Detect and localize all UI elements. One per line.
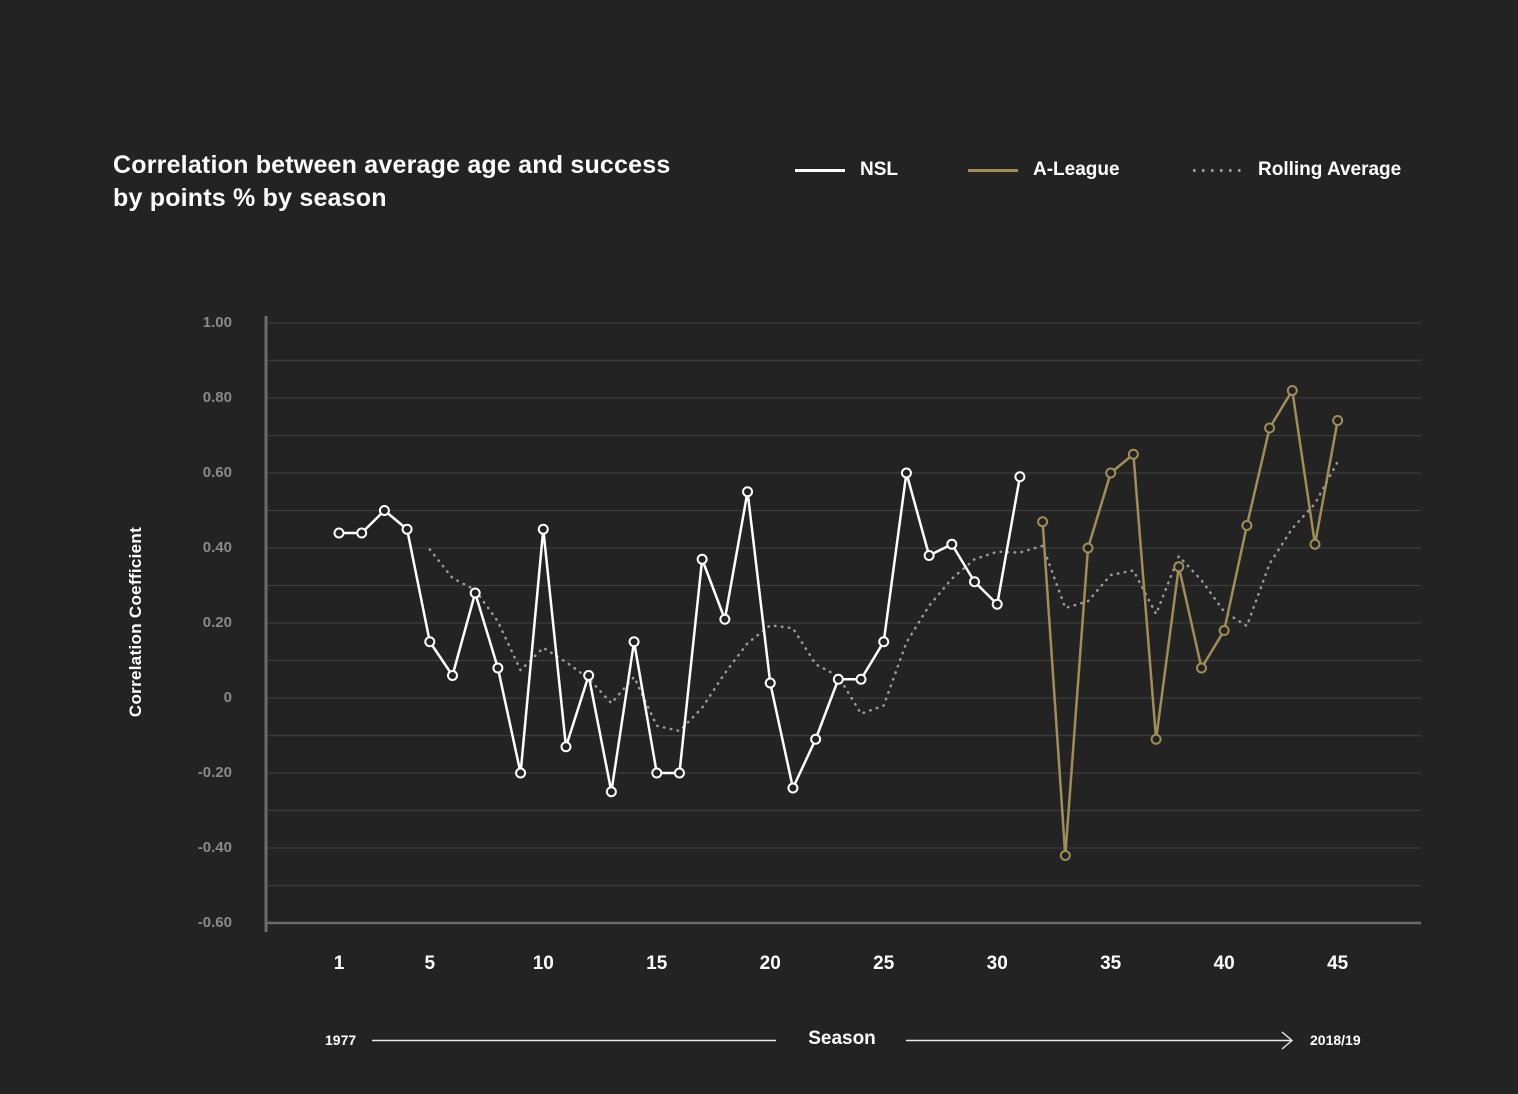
nsl-point: [583, 670, 595, 681]
rolling-average-line: [428, 460, 1339, 733]
x-axis-era-end-label: 2018/19: [1310, 1032, 1361, 1048]
chart-title-line2: by points % by season: [113, 184, 387, 212]
nsl-point: [810, 733, 822, 745]
nsl-point: [1014, 471, 1026, 483]
nsl-point: [401, 523, 413, 535]
nsl-point: [469, 587, 481, 599]
y-tick-label: 1.00: [202, 314, 232, 331]
x-tick-label: 45: [1327, 953, 1349, 974]
legend-label-a-league: A-League: [1033, 159, 1120, 180]
chart-title-line1: Correlation between average age and succ…: [113, 151, 671, 179]
a-league-point: [1195, 662, 1207, 674]
x-tick-label: 15: [646, 953, 668, 974]
nsl-point: [424, 636, 436, 648]
a-league-point: [1309, 538, 1321, 550]
x-axis-era-start-label: 1977: [325, 1032, 357, 1048]
nsl-line: [339, 471, 1022, 793]
a-league-point: [1173, 561, 1185, 573]
x-tick-label: 10: [532, 953, 554, 974]
nsl-point: [356, 527, 368, 539]
y-tick-label: -0.40: [197, 839, 232, 856]
a-league-point: [1082, 542, 1094, 554]
x-tick-label: 5: [424, 953, 436, 974]
a-league-line-swatch-icon: [968, 168, 1018, 172]
rolling-average-dotted-swatch-icon: [1193, 168, 1243, 172]
a-league-line: [1041, 389, 1339, 857]
nsl-point: [333, 527, 345, 539]
x-tick-label: 35: [1100, 953, 1122, 974]
a-league-point: [1264, 422, 1276, 434]
nsl-line-swatch-icon: [795, 168, 845, 172]
nsl-point: [855, 673, 867, 685]
x-tick-label: 20: [759, 953, 781, 974]
a-league-point: [1150, 733, 1162, 745]
nsl-point: [878, 636, 890, 648]
legend-item-a-league: A-League: [968, 158, 1120, 182]
x-tick-label: 30: [986, 953, 1008, 974]
nsl-point: [628, 636, 640, 648]
chart-title: Correlation between average age and succ…: [113, 149, 670, 215]
y-axis-title: Correlation Coefficient: [126, 526, 145, 718]
nsl-point: [923, 550, 935, 561]
nsl-point: [719, 613, 731, 625]
a-league-point: [1241, 520, 1253, 531]
legend-item-rolling-average: Rolling Average: [1193, 158, 1401, 182]
nsl-point: [969, 576, 981, 588]
nsl-point: [787, 782, 799, 794]
y-tick-label: 0: [223, 689, 232, 706]
y-tick-label: -0.60: [197, 914, 232, 931]
legend-label-nsl: NSL: [860, 159, 898, 180]
nsl-point: [492, 662, 504, 674]
a-league-point: [1332, 415, 1344, 426]
nsl-point: [446, 670, 458, 681]
y-tick-label: -0.20: [197, 764, 232, 781]
x-tick-label: 40: [1213, 953, 1235, 974]
y-tick-label: 0.80: [202, 389, 232, 406]
nsl-point: [378, 505, 390, 516]
y-tick-label: 0.20: [202, 614, 232, 631]
nsl-point: [696, 553, 708, 565]
legend-item-nsl: NSL: [795, 158, 898, 182]
x-axis-label: Season: [808, 1028, 876, 1049]
nsl-point: [515, 767, 527, 779]
nsl-point: [764, 677, 776, 689]
arrow-right-icon: [1281, 1031, 1294, 1050]
a-league-point: [1059, 850, 1071, 861]
nsl-point: [560, 741, 572, 753]
nsl-point: [991, 598, 1003, 610]
a-league-point: [1037, 516, 1049, 528]
nsl-point: [946, 538, 958, 550]
nsl-point: [832, 673, 844, 685]
nsl-point: [537, 523, 549, 535]
y-tick-label: 0.60: [202, 464, 232, 481]
x-tick-label: 1: [333, 953, 345, 974]
a-league-point: [1127, 448, 1139, 460]
a-league-point: [1286, 385, 1298, 396]
a-league-point: [1105, 467, 1117, 479]
nsl-point: [673, 767, 685, 779]
nsl-point: [605, 786, 617, 798]
x-tick-label: 25: [873, 953, 895, 974]
y-tick-label: 0.40: [202, 539, 232, 556]
legend-label-rolling-average: Rolling Average: [1258, 159, 1402, 180]
nsl-point: [651, 767, 663, 779]
a-league-point: [1218, 625, 1230, 636]
nsl-point: [742, 486, 754, 498]
nsl-point: [900, 467, 912, 479]
